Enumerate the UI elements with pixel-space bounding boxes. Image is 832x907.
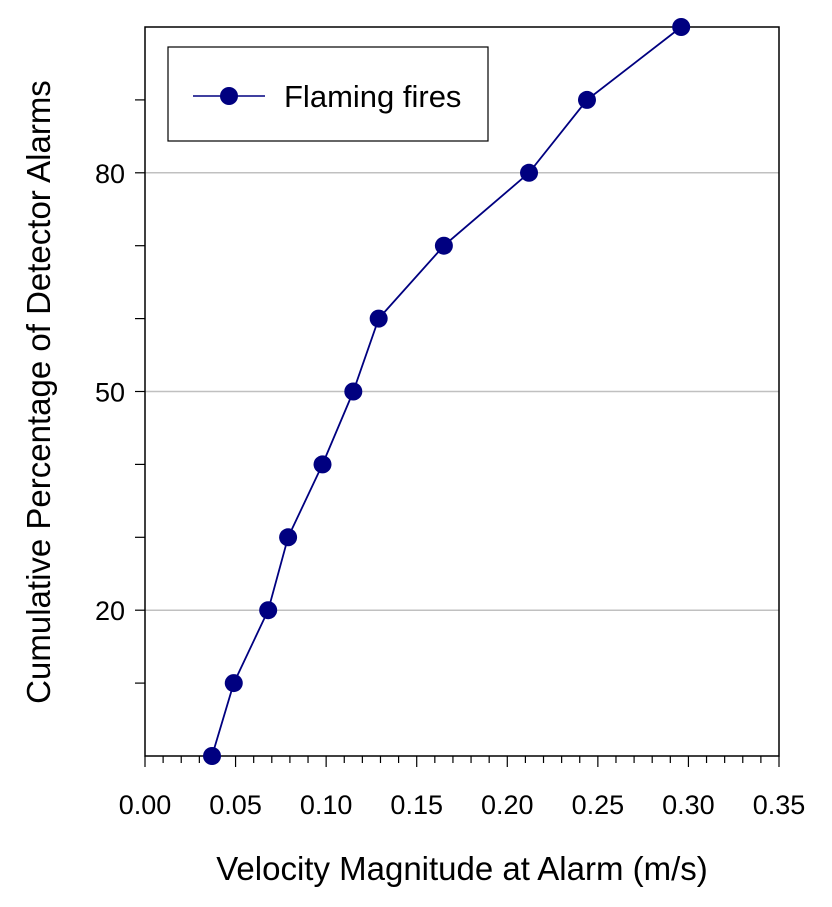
legend-entry-flaming-fires: Flaming fires [284,79,461,114]
x-tick-label: 0.20 [481,790,534,820]
data-point [577,90,596,109]
y-axis-label: Cumulative Percentage of Detector Alarms [20,80,57,704]
axis-ticks [135,99,780,767]
data-point [259,601,278,620]
data-point [369,309,388,328]
data-point [434,236,453,255]
x-tick-label: 0.00 [119,790,172,820]
data-point [279,528,298,547]
x-tick-label: 0.10 [300,790,353,820]
data-point [224,674,243,693]
x-tick-label: 0.35 [753,790,806,820]
y-tick-label: 50 [95,378,125,408]
data-point [672,18,691,36]
legend: Flaming fires [167,46,489,142]
legend-marker-swatch [220,87,238,105]
data-point [313,455,332,474]
y-tick-label: 20 [95,596,125,626]
x-tick-label: 0.05 [209,790,262,820]
tick-labels: 0.00 0.05 0.10 0.15 0.20 0.25 0.30 0.35 20 50 80 [95,159,805,820]
data-point [520,163,539,182]
x-tick-label: 0.30 [662,790,715,820]
x-axis-label: Velocity Magnitude at Alarm (m/s) [216,850,708,887]
data-series [203,18,691,765]
gridlines [145,172,779,611]
x-tick-label: 0.15 [390,790,443,820]
x-tick-label: 0.25 [572,790,625,820]
y-tick-label: 80 [95,159,125,189]
data-point [203,747,222,765]
data-point [344,382,363,401]
